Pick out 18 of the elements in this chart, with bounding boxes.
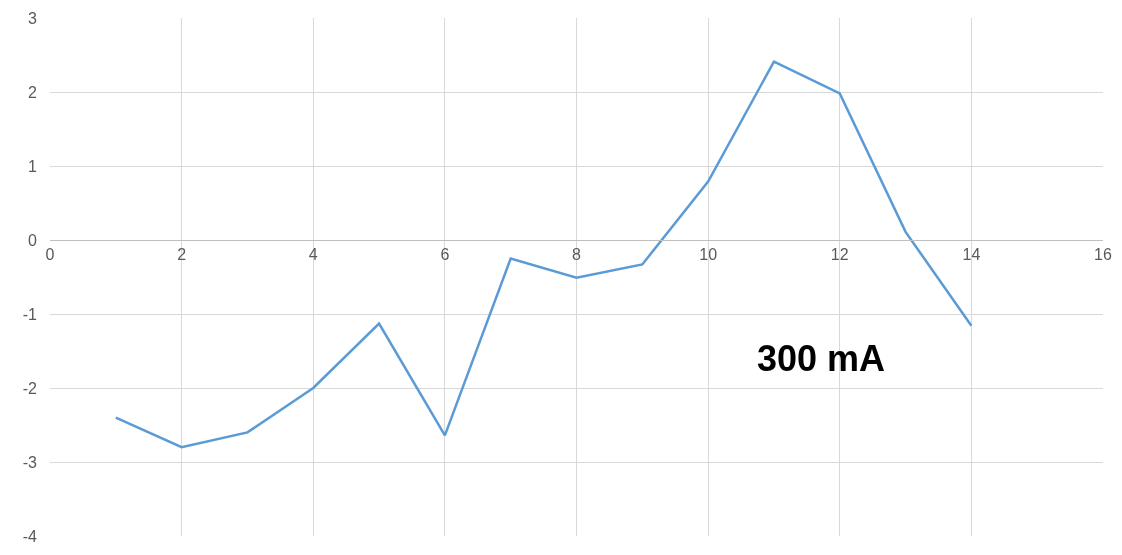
y-tick-label: -1 <box>22 305 38 323</box>
y-tick-label: -2 <box>22 379 38 397</box>
annotation: 300 mA <box>757 338 886 379</box>
y-tick-label: 1 <box>28 157 38 175</box>
x-tick-label: 12 <box>830 246 849 264</box>
y-tick-label: -3 <box>22 453 38 471</box>
x-tick-label: 14 <box>962 246 981 264</box>
x-tick-label: 16 <box>1094 246 1112 264</box>
x-tick-label: 8 <box>572 246 582 264</box>
y-tick-label: -4 <box>22 527 38 545</box>
x-tick-label: 6 <box>440 246 450 264</box>
y-tick-label: 0 <box>28 231 38 249</box>
y-tick-label: 2 <box>28 83 38 101</box>
x-tick-label: 0 <box>45 246 55 264</box>
x-tick-label: 2 <box>177 246 187 264</box>
x-tick-label: 10 <box>699 246 718 264</box>
y-tick-label: 3 <box>28 9 38 27</box>
x-tick-label: 4 <box>308 246 318 264</box>
